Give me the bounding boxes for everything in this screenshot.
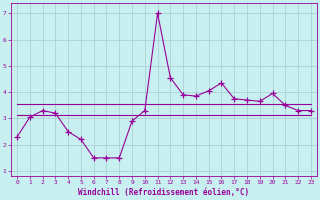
X-axis label: Windchill (Refroidissement éolien,°C): Windchill (Refroidissement éolien,°C): [78, 188, 250, 197]
